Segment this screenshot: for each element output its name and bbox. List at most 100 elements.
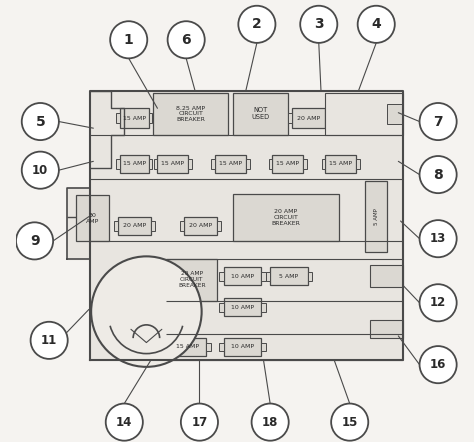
Circle shape <box>300 6 337 43</box>
Text: 14: 14 <box>116 415 132 429</box>
Text: 2: 2 <box>252 17 262 31</box>
Circle shape <box>91 256 201 367</box>
Bar <box>157 155 188 173</box>
Polygon shape <box>90 91 403 360</box>
Circle shape <box>16 222 53 259</box>
Circle shape <box>419 346 456 383</box>
Bar <box>166 259 217 301</box>
Bar <box>120 108 149 128</box>
Text: 30
AMP: 30 AMP <box>86 213 99 224</box>
Bar <box>76 195 109 241</box>
Circle shape <box>419 284 456 321</box>
Bar <box>164 343 168 351</box>
Bar <box>246 159 249 168</box>
Bar <box>273 155 303 173</box>
Bar <box>308 272 312 281</box>
Bar <box>325 155 356 173</box>
Text: 15 AMP: 15 AMP <box>176 344 199 350</box>
Bar <box>117 159 120 168</box>
Bar <box>149 159 152 168</box>
Text: 6: 6 <box>182 33 191 47</box>
Circle shape <box>168 21 205 58</box>
Bar <box>151 221 155 231</box>
Text: 10: 10 <box>32 164 48 177</box>
Text: 18: 18 <box>262 415 278 429</box>
Bar <box>387 104 403 124</box>
Text: 3: 3 <box>314 17 324 31</box>
Bar <box>270 267 308 285</box>
Text: 15 AMP: 15 AMP <box>329 161 352 167</box>
Text: 4: 4 <box>371 17 381 31</box>
Bar <box>117 113 120 123</box>
Bar <box>261 343 266 351</box>
Circle shape <box>22 152 59 189</box>
Bar <box>288 113 292 123</box>
Bar <box>356 159 360 168</box>
Text: 20 AMP: 20 AMP <box>123 223 146 229</box>
Text: 13: 13 <box>430 232 446 245</box>
Bar <box>153 93 228 135</box>
Circle shape <box>358 6 395 43</box>
Text: 10 AMP: 10 AMP <box>231 305 254 310</box>
Bar <box>114 221 118 231</box>
Bar <box>219 272 224 281</box>
Circle shape <box>419 156 456 193</box>
Text: 8.25 AMP
CIRCUIT
BREAKER: 8.25 AMP CIRCUIT BREAKER <box>176 106 205 122</box>
Text: 20 AMP
CIRCUIT
BREAKER: 20 AMP CIRCUIT BREAKER <box>271 210 300 226</box>
Text: 15 AMP: 15 AMP <box>123 161 146 167</box>
Text: 10 AMP: 10 AMP <box>231 344 254 350</box>
Text: 5 AMP: 5 AMP <box>279 274 299 279</box>
Circle shape <box>31 322 68 359</box>
Text: 8: 8 <box>433 168 443 182</box>
Text: 5: 5 <box>36 114 45 129</box>
Bar <box>217 221 221 231</box>
Circle shape <box>419 220 456 257</box>
Text: 15 AMP: 15 AMP <box>276 161 299 167</box>
Bar <box>325 93 403 135</box>
Bar <box>261 303 266 312</box>
Text: 15 AMP: 15 AMP <box>162 161 184 167</box>
Bar <box>261 272 266 281</box>
Text: 5 AMP: 5 AMP <box>374 208 379 225</box>
Bar <box>365 181 387 252</box>
Text: 12: 12 <box>430 296 446 309</box>
Bar <box>224 338 261 356</box>
Bar <box>224 267 261 285</box>
Bar <box>149 113 152 123</box>
Bar <box>292 108 325 128</box>
Circle shape <box>181 404 218 441</box>
Text: NOT
USED: NOT USED <box>251 107 269 120</box>
Text: 20 AMP
CIRCUIT
BREAKER: 20 AMP CIRCUIT BREAKER <box>178 271 206 288</box>
Bar <box>224 298 261 316</box>
Text: 10 AMP: 10 AMP <box>231 274 254 279</box>
Text: 1: 1 <box>124 33 134 47</box>
Circle shape <box>419 103 456 140</box>
Bar <box>180 221 184 231</box>
Text: 16: 16 <box>430 358 447 371</box>
Text: 9: 9 <box>30 234 39 248</box>
Bar <box>211 159 215 168</box>
Circle shape <box>331 404 368 441</box>
Bar <box>303 159 307 168</box>
Text: 15: 15 <box>342 415 358 429</box>
Text: 15 AMP: 15 AMP <box>219 161 242 167</box>
Bar <box>219 303 224 312</box>
Text: 20 AMP: 20 AMP <box>297 116 320 121</box>
Bar <box>154 159 157 168</box>
Bar <box>168 338 206 356</box>
Bar <box>219 343 224 351</box>
Circle shape <box>252 404 289 441</box>
Text: 17: 17 <box>191 415 208 429</box>
Text: 7: 7 <box>433 114 443 129</box>
Bar <box>215 155 246 173</box>
Circle shape <box>110 21 147 58</box>
Bar <box>118 217 151 235</box>
Polygon shape <box>67 188 90 259</box>
Circle shape <box>238 6 275 43</box>
Bar <box>233 194 338 241</box>
Bar <box>265 272 270 281</box>
Bar <box>233 93 288 135</box>
Bar <box>184 217 217 235</box>
Bar <box>370 320 403 338</box>
Bar <box>325 113 329 123</box>
